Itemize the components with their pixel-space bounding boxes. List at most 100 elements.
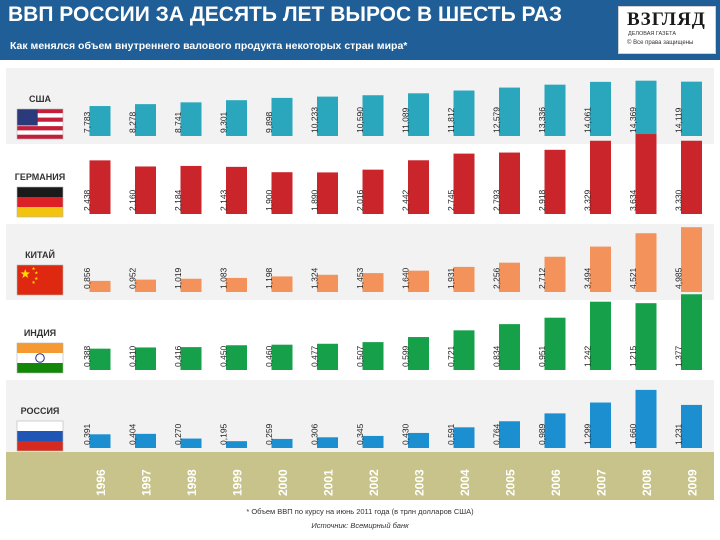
data-label: 2,160 xyxy=(128,189,138,211)
data-label: 1,215 xyxy=(628,345,638,367)
data-label: 1,900 xyxy=(264,189,274,211)
data-label: 0,345 xyxy=(355,423,365,445)
bar xyxy=(317,96,338,136)
header-banner: ВВП РОССИИ ЗА ДЕСЯТЬ ЛЕТ ВЫРОС В ШЕСТЬ Р… xyxy=(0,0,720,60)
bar xyxy=(408,160,429,214)
year-tick-label: 2001 xyxy=(322,469,336,496)
data-label: 1,198 xyxy=(264,267,274,289)
data-label: 1,019 xyxy=(173,267,183,289)
flag-star xyxy=(31,280,36,284)
bar xyxy=(226,277,247,292)
bar xyxy=(408,270,429,292)
data-label: 2,256 xyxy=(492,267,502,289)
bar xyxy=(226,166,247,214)
flag-border xyxy=(16,264,64,296)
bar xyxy=(89,434,111,448)
bar xyxy=(271,438,293,448)
flag-stripe xyxy=(17,363,63,373)
bar xyxy=(271,276,293,292)
bar xyxy=(408,432,429,448)
data-label: 0,764 xyxy=(492,423,502,445)
year-tick-label: 1998 xyxy=(185,469,199,496)
bar xyxy=(89,160,111,214)
year-tick-label: 2000 xyxy=(276,469,290,496)
data-label: 0,388 xyxy=(82,345,92,367)
country-label: КИТАЙ xyxy=(25,249,55,260)
flag-stripe xyxy=(17,130,63,135)
source-note: Источник: Всемирный банк xyxy=(311,521,409,530)
flag-border xyxy=(16,342,64,374)
year-axis-band xyxy=(6,452,714,500)
data-label: 2,184 xyxy=(173,189,183,211)
flag-field xyxy=(17,265,63,295)
flag-stripe xyxy=(17,134,63,139)
data-label: 0,599 xyxy=(401,345,411,367)
data-label: 1,660 xyxy=(628,423,638,445)
flag-stripe xyxy=(17,113,63,118)
country-label: ИНДИЯ xyxy=(24,328,56,338)
data-label: 0,259 xyxy=(264,423,274,445)
flag-border xyxy=(16,108,64,140)
data-label: 0,856 xyxy=(82,267,92,289)
bar xyxy=(590,81,611,136)
india-flag xyxy=(16,342,64,374)
bar xyxy=(317,437,338,448)
page-title: ВВП РОССИИ ЗА ДЕСЯТЬ ЛЕТ ВЫРОС В ШЕСТЬ Р… xyxy=(8,3,562,26)
flag-border xyxy=(16,186,64,218)
data-label: 1,890 xyxy=(310,189,320,211)
bar xyxy=(362,435,384,448)
bar xyxy=(317,343,338,370)
data-label: 1,231 xyxy=(674,423,684,445)
bar xyxy=(226,345,247,370)
bar xyxy=(590,301,611,370)
bar xyxy=(635,303,657,370)
data-label: 3,330 xyxy=(674,189,684,211)
bar xyxy=(408,337,429,370)
data-label: 0,721 xyxy=(446,345,456,367)
gdp-chart: США 7,783 8,278 8,741 9,301 9,898 10,233 10,590… xyxy=(6,68,714,500)
germany-flag xyxy=(16,186,64,218)
bar xyxy=(499,421,520,448)
data-label: 1,931 xyxy=(446,267,456,289)
data-label: 4,521 xyxy=(628,267,638,289)
data-label: 1,083 xyxy=(219,267,229,289)
russia-flag xyxy=(16,420,64,452)
data-label: 8,278 xyxy=(128,111,138,133)
data-label: 0,591 xyxy=(446,423,456,445)
bar xyxy=(453,153,475,214)
data-label: 13,336 xyxy=(537,107,547,133)
flag-stripe xyxy=(17,421,63,431)
data-label: 11,812 xyxy=(446,107,456,133)
bar xyxy=(635,134,657,214)
data-label: 9,301 xyxy=(219,111,229,133)
bar xyxy=(362,169,384,214)
bar xyxy=(180,102,202,136)
bar xyxy=(544,256,566,292)
bar xyxy=(590,140,611,214)
bar xyxy=(180,438,202,448)
year-tick-label: 2009 xyxy=(686,469,700,496)
data-label: 4,985 xyxy=(674,267,684,289)
data-label: 14,061 xyxy=(583,107,593,133)
data-label: 1,299 xyxy=(583,423,593,445)
bar xyxy=(226,441,247,448)
flag-stripe xyxy=(17,187,63,197)
bar xyxy=(681,140,702,214)
data-label: 0,507 xyxy=(355,345,365,367)
country-label: США xyxy=(29,94,52,104)
bar xyxy=(226,100,247,136)
country-label: РОССИЯ xyxy=(21,406,60,416)
year-tick-label: 2004 xyxy=(458,469,472,496)
flag-stripe xyxy=(17,126,63,131)
flag-border xyxy=(16,420,64,452)
year-tick-label: 1999 xyxy=(231,469,245,496)
bar xyxy=(590,402,611,448)
bar xyxy=(180,165,202,214)
data-label: 2,745 xyxy=(446,189,456,211)
flag-canton xyxy=(17,109,38,126)
year-tick-label: 2008 xyxy=(640,469,654,496)
bar xyxy=(499,87,520,136)
data-label: 11,089 xyxy=(401,107,411,133)
flag-star xyxy=(20,269,30,278)
year-tick-label: 1997 xyxy=(140,469,154,496)
